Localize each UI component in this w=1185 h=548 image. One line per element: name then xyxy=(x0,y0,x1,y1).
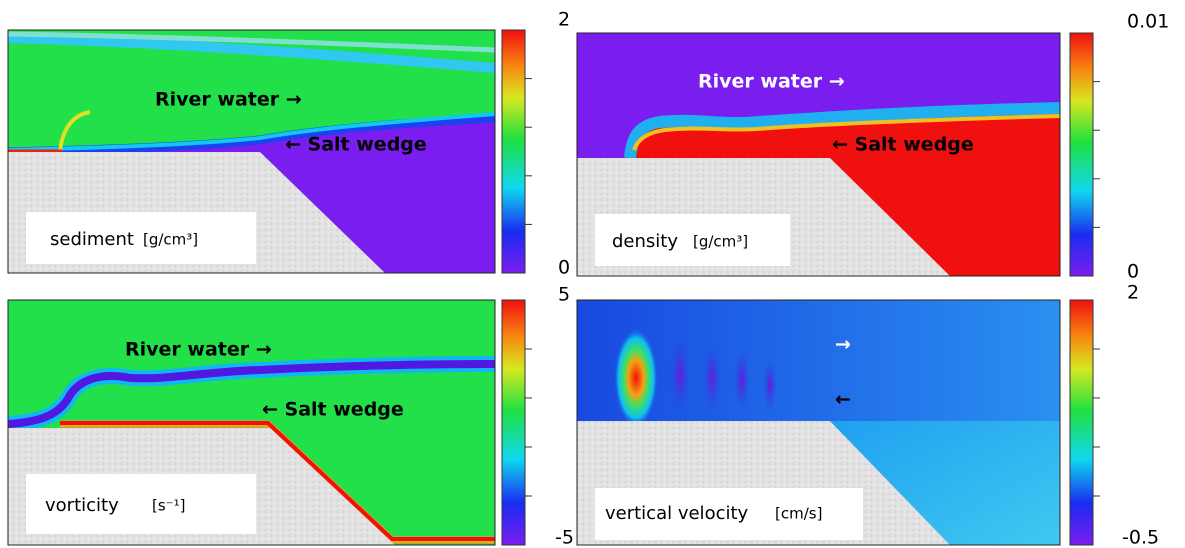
field xyxy=(58,110,91,153)
annotation: ← Salt wedge xyxy=(262,399,404,421)
annotation: River water → xyxy=(698,71,845,93)
annotation: River water → xyxy=(155,89,302,111)
field xyxy=(763,357,777,413)
colorbar-max: 0.01 xyxy=(1127,11,1169,33)
annotation: ← Salt wedge xyxy=(832,134,974,156)
label-box xyxy=(26,474,256,534)
field xyxy=(8,112,495,152)
field xyxy=(670,335,690,415)
label-box xyxy=(26,212,256,264)
annotation: River water → xyxy=(125,339,272,361)
colorbar-min: 0 xyxy=(558,257,570,279)
frame xyxy=(576,32,1061,277)
panel-unit: [g/cm³] xyxy=(143,231,198,249)
panel-label: density xyxy=(612,231,678,252)
frame xyxy=(7,299,496,546)
field xyxy=(60,421,495,541)
field xyxy=(830,421,1060,545)
panel-unit: [g/cm³] xyxy=(693,233,748,251)
panel-unit: [s⁻¹] xyxy=(152,497,185,515)
field xyxy=(734,348,750,412)
field xyxy=(614,328,658,428)
colorbars xyxy=(501,29,1100,546)
field xyxy=(624,102,1060,159)
frame xyxy=(7,29,496,274)
colorbar xyxy=(1069,299,1094,546)
field xyxy=(8,33,495,73)
colorbar xyxy=(501,299,526,546)
colorbar-max: 2 xyxy=(558,9,570,31)
colorbar-max: 2 xyxy=(1127,282,1139,304)
colorbar-min: 0 xyxy=(1127,261,1139,283)
colorbar xyxy=(1069,32,1094,277)
colorbar xyxy=(501,29,526,274)
panel-label: vertical velocity xyxy=(605,503,749,524)
colorbar-min: -0.5 xyxy=(1122,527,1159,548)
panel-unit: [cm/s] xyxy=(775,505,822,523)
label-box xyxy=(595,488,863,540)
annotation: ← xyxy=(835,389,851,411)
colorbar-min: -5 xyxy=(555,527,574,548)
annotation: ← Salt wedge xyxy=(285,134,427,156)
field xyxy=(8,360,495,428)
field xyxy=(703,342,721,414)
field xyxy=(8,31,495,53)
panel-label: vorticity xyxy=(45,495,119,516)
frame xyxy=(576,299,1061,546)
annotation: → xyxy=(835,334,851,356)
panel-label: sediment xyxy=(50,229,134,250)
label-box xyxy=(595,214,790,266)
field xyxy=(632,114,1060,151)
colorbar-max: 5 xyxy=(558,284,570,306)
